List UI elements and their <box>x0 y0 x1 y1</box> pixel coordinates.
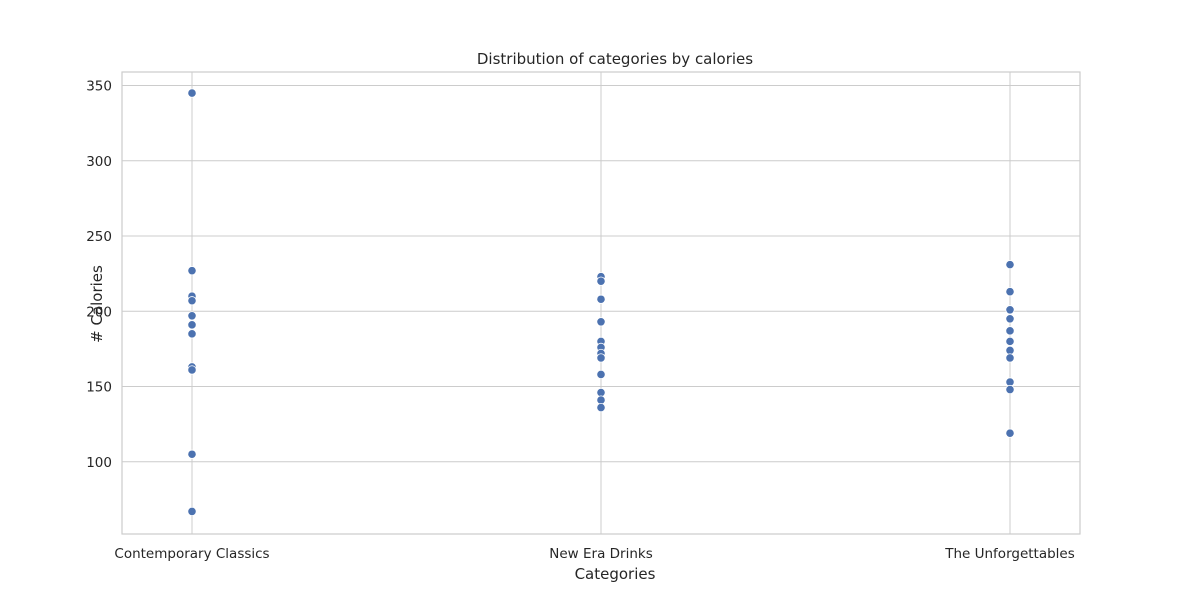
x-tick-label: Contemporary Classics <box>114 546 269 562</box>
data-point <box>187 329 197 339</box>
x-axis-label: Categories <box>575 565 656 583</box>
data-point <box>596 317 606 327</box>
y-tick-label: 200 <box>86 304 112 320</box>
y-tick-label: 300 <box>86 154 112 170</box>
data-point <box>1005 287 1015 297</box>
data-point <box>1005 428 1015 438</box>
y-tick-label: 250 <box>86 229 112 245</box>
data-point <box>187 266 197 276</box>
data-point <box>187 296 197 306</box>
plot-area-frame <box>121 71 1081 535</box>
y-tick-label: 150 <box>86 380 112 396</box>
data-points <box>187 88 1015 517</box>
chart-title: Distribution of categories by calories <box>477 50 753 68</box>
data-point <box>187 365 197 375</box>
data-point <box>187 88 197 98</box>
data-point <box>187 506 197 517</box>
y-axis-ticks: 100 150 200 250 300 350 <box>86 79 112 471</box>
data-point <box>1005 305 1015 315</box>
data-point <box>1005 384 1015 395</box>
data-point <box>1005 314 1015 324</box>
y-tick-label: 100 <box>86 455 112 471</box>
data-point <box>1005 336 1015 346</box>
data-point <box>1005 353 1015 363</box>
y-tick-label: 350 <box>86 79 112 95</box>
data-point <box>1005 260 1015 270</box>
data-point <box>187 449 197 459</box>
data-point <box>596 353 606 363</box>
x-tick-label: New Era Drinks <box>549 546 653 562</box>
data-point <box>596 402 606 413</box>
data-point <box>596 276 606 286</box>
data-point <box>1005 326 1015 336</box>
y-axis-label: # Calories <box>88 265 106 343</box>
data-point <box>187 320 197 330</box>
data-point <box>596 369 606 380</box>
x-tick-label: The Unforgettables <box>944 546 1075 562</box>
grid-layer <box>122 72 1080 534</box>
data-point <box>596 294 606 304</box>
x-axis-ticks: Contemporary Classics New Era Drinks The U… <box>114 546 1074 562</box>
data-point <box>187 311 197 321</box>
